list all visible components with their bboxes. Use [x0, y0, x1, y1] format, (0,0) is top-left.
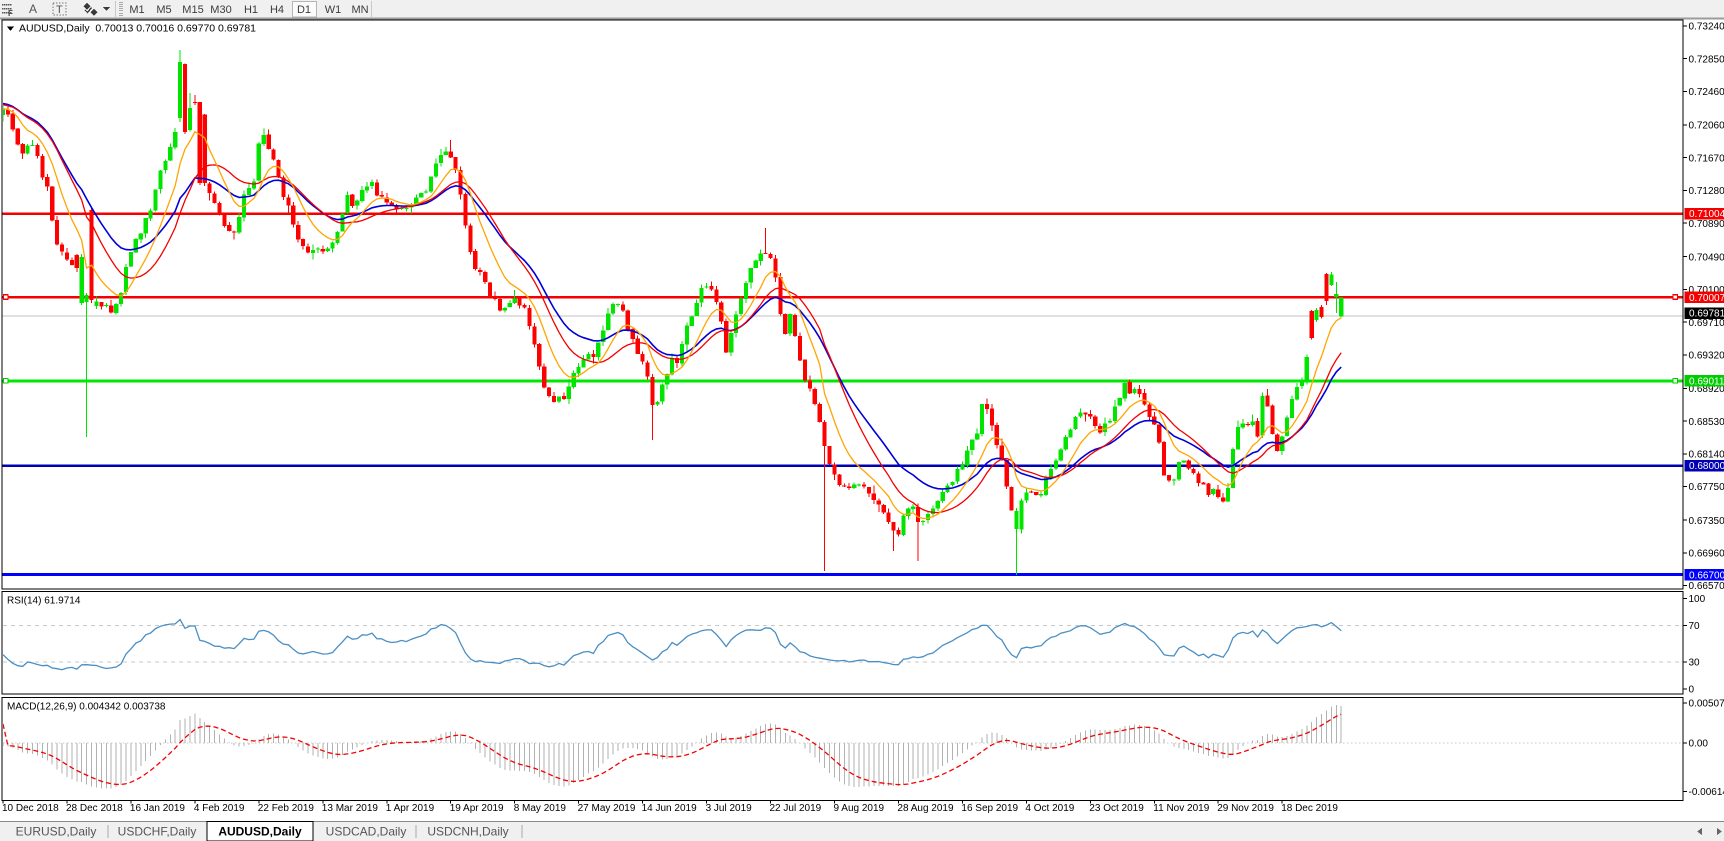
svg-text:29 Nov 2019: 29 Nov 2019	[1217, 803, 1274, 814]
svg-text:M15: M15	[182, 4, 203, 16]
svg-text:0.73240: 0.73240	[1689, 22, 1724, 33]
svg-text:0.69710: 0.69710	[1689, 318, 1724, 329]
svg-text:0.69011: 0.69011	[1689, 376, 1724, 387]
svg-text:16 Sep 2019: 16 Sep 2019	[961, 803, 1018, 814]
svg-text:MN: MN	[351, 4, 368, 16]
svg-text:23 Oct 2019: 23 Oct 2019	[1089, 803, 1144, 814]
svg-text:T: T	[56, 4, 63, 16]
svg-text:-0.006148: -0.006148	[1689, 787, 1724, 798]
svg-text:USDCNH,Daily: USDCNH,Daily	[427, 825, 508, 839]
svg-text:M1: M1	[129, 4, 144, 16]
svg-text:0.68530: 0.68530	[1689, 417, 1724, 428]
svg-text:0.68140: 0.68140	[1689, 450, 1724, 461]
svg-text:0.67750: 0.67750	[1689, 482, 1724, 493]
svg-text:30: 30	[1689, 658, 1701, 669]
svg-text:USDCHF,Daily: USDCHF,Daily	[118, 825, 197, 839]
svg-text:0.72060: 0.72060	[1689, 121, 1724, 132]
svg-text:0.00: 0.00	[1689, 739, 1709, 750]
svg-text:A: A	[29, 2, 37, 16]
svg-text:0.66570: 0.66570	[1689, 581, 1724, 592]
svg-text:0.70490: 0.70490	[1689, 252, 1724, 263]
svg-text:0.70100: 0.70100	[1689, 285, 1724, 296]
svg-text:16 Jan 2019: 16 Jan 2019	[130, 803, 185, 814]
svg-text:22 Jul 2019: 22 Jul 2019	[770, 803, 822, 814]
svg-text:11 Nov 2019: 11 Nov 2019	[1153, 803, 1209, 814]
svg-text:AUDUSD,Daily 0.70013 0.70016: AUDUSD,Daily 0.70013 0.70016 0.69770 0.6…	[19, 23, 256, 35]
svg-text:0.69781: 0.69781	[1689, 309, 1724, 320]
svg-text:22 Feb 2019: 22 Feb 2019	[258, 803, 315, 814]
svg-text:28 Aug 2019: 28 Aug 2019	[897, 803, 954, 814]
svg-text:EURUSD,Daily: EURUSD,Daily	[16, 825, 97, 839]
svg-text:0.70007: 0.70007	[1689, 293, 1724, 304]
svg-text:F: F	[8, 9, 13, 18]
svg-text:0.71670: 0.71670	[1689, 153, 1724, 164]
svg-text:1 Apr 2019: 1 Apr 2019	[386, 803, 435, 814]
svg-text:27 May 2019: 27 May 2019	[578, 803, 636, 814]
svg-text:0.67350: 0.67350	[1689, 516, 1724, 527]
svg-text:H4: H4	[270, 4, 284, 16]
svg-text:RSI(14) 61.9714: RSI(14) 61.9714	[7, 596, 81, 607]
svg-text:8 May 2019: 8 May 2019	[514, 803, 567, 814]
svg-text:H1: H1	[244, 4, 258, 16]
svg-text:0.68000: 0.68000	[1689, 461, 1724, 472]
svg-text:13 Mar 2019: 13 Mar 2019	[322, 803, 379, 814]
svg-text:0.71004: 0.71004	[1689, 209, 1724, 220]
svg-text:0.72460: 0.72460	[1689, 87, 1724, 98]
svg-text:100: 100	[1689, 594, 1706, 605]
svg-text:USDCAD,Daily: USDCAD,Daily	[326, 825, 407, 839]
svg-text:18 Dec 2019: 18 Dec 2019	[1281, 803, 1338, 814]
svg-text:AUDUSD,Daily: AUDUSD,Daily	[218, 825, 302, 839]
svg-text:0.72850: 0.72850	[1689, 54, 1724, 65]
svg-text:4 Feb 2019: 4 Feb 2019	[194, 803, 245, 814]
svg-text:3 Jul 2019: 3 Jul 2019	[706, 803, 753, 814]
svg-text:0.70890: 0.70890	[1689, 219, 1724, 230]
svg-text:MACD(12,26,9) 0.004342 0.00373: MACD(12,26,9) 0.004342 0.003738	[7, 702, 166, 713]
svg-text:W1: W1	[325, 4, 342, 16]
svg-text:0: 0	[1689, 685, 1695, 696]
svg-text:0.66960: 0.66960	[1689, 549, 1724, 560]
svg-text:0.005076: 0.005076	[1689, 699, 1724, 710]
svg-text:9 Aug 2019: 9 Aug 2019	[834, 803, 885, 814]
svg-text:10 Dec 2018: 10 Dec 2018	[2, 803, 59, 814]
svg-text:D1: D1	[297, 4, 311, 16]
svg-text:M5: M5	[156, 4, 171, 16]
svg-text:0.71280: 0.71280	[1689, 186, 1724, 197]
svg-text:0.69320: 0.69320	[1689, 351, 1724, 362]
svg-text:70: 70	[1689, 621, 1701, 632]
svg-text:0.68920: 0.68920	[1689, 384, 1724, 395]
svg-text:14 Jun 2019: 14 Jun 2019	[642, 803, 697, 814]
svg-text:19 Apr 2019: 19 Apr 2019	[450, 803, 504, 814]
svg-text:0.66700: 0.66700	[1689, 570, 1724, 581]
svg-text:4 Oct 2019: 4 Oct 2019	[1025, 803, 1074, 814]
svg-text:28 Dec 2018: 28 Dec 2018	[66, 803, 123, 814]
svg-text:M30: M30	[210, 4, 231, 16]
